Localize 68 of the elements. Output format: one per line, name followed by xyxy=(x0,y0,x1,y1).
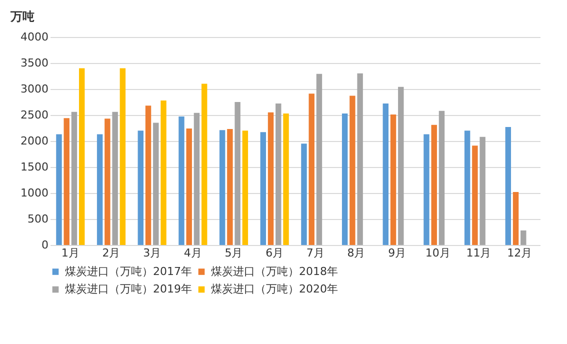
bar xyxy=(464,130,470,245)
bar xyxy=(194,112,200,245)
x-tick-label: 7月 xyxy=(306,246,324,260)
bar xyxy=(104,118,110,245)
legend-label: 煤炭进口（万吨）2020年 xyxy=(211,282,338,296)
bar xyxy=(342,113,348,245)
bar xyxy=(71,112,78,245)
bar xyxy=(138,130,144,245)
y-tick-label: 500 xyxy=(28,212,48,226)
bar xyxy=(160,100,166,245)
bar xyxy=(382,104,389,245)
bar xyxy=(145,106,152,245)
bar xyxy=(424,134,430,245)
x-tick-label: 8月 xyxy=(347,246,366,260)
bar xyxy=(186,128,192,245)
y-tick-label: 2000 xyxy=(20,134,48,148)
x-tick-label: 2月 xyxy=(102,246,120,260)
bar xyxy=(227,129,233,245)
bar xyxy=(438,110,445,245)
x-tick-label: 10月 xyxy=(425,246,450,260)
bar xyxy=(431,124,437,245)
bar xyxy=(505,126,512,245)
x-tick-label: 11月 xyxy=(466,246,492,260)
bar xyxy=(56,134,62,245)
bar xyxy=(201,84,208,245)
legend-label: 煤炭进口（万吨）2018年 xyxy=(211,264,338,278)
bar xyxy=(301,144,307,245)
y-tick-label: 1500 xyxy=(20,160,48,174)
bar xyxy=(390,114,396,245)
bar xyxy=(78,68,85,245)
bar xyxy=(153,122,159,245)
bar xyxy=(64,118,70,245)
x-tick-label: 6月 xyxy=(266,246,284,260)
bar xyxy=(276,104,282,245)
bar xyxy=(316,74,322,245)
y-tick-label: 1000 xyxy=(20,186,48,200)
legend-label: 煤炭进口（万吨）2017年 xyxy=(65,264,192,278)
bar xyxy=(260,132,266,245)
bar xyxy=(178,116,184,245)
y-tick-label: 0 xyxy=(42,238,48,252)
y-tick-label: 3000 xyxy=(20,82,48,96)
bar xyxy=(398,86,404,245)
bar xyxy=(120,68,126,245)
bar xyxy=(480,136,486,245)
bar xyxy=(96,134,103,245)
bar xyxy=(219,130,226,245)
y-tick-label: 4000 xyxy=(20,30,48,44)
x-tick-label: 1月 xyxy=(61,246,80,260)
x-tick-label: 9月 xyxy=(388,246,406,260)
bar xyxy=(512,192,519,245)
x-tick-label: 3月 xyxy=(143,246,162,260)
bar xyxy=(520,230,526,245)
bar xyxy=(350,96,356,245)
y-tick-label: 2500 xyxy=(20,108,48,122)
legend-label: 煤炭进口（万吨）2019年 xyxy=(65,282,192,296)
bar xyxy=(242,130,248,245)
x-tick-label: 4月 xyxy=(184,246,202,260)
bar xyxy=(268,112,274,245)
x-tick-label: 12月 xyxy=(507,246,532,260)
x-tick-label: 5月 xyxy=(224,246,243,260)
bar xyxy=(234,102,240,245)
y-tick-label: 3500 xyxy=(20,56,48,70)
bar xyxy=(357,73,363,245)
bar xyxy=(308,94,314,245)
bar xyxy=(472,146,478,245)
y-axis-title: 万吨 xyxy=(10,10,34,24)
bar xyxy=(283,113,289,245)
bar xyxy=(112,112,118,245)
